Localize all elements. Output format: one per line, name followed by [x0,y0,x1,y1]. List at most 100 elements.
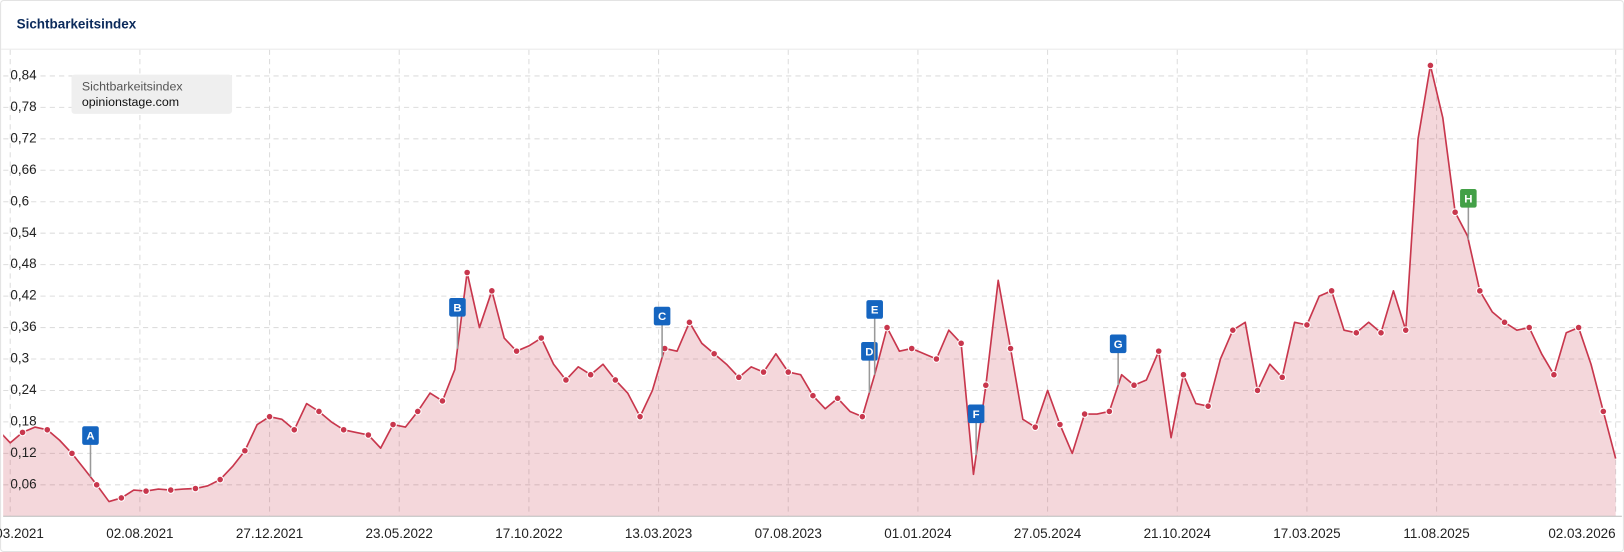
point [809,391,817,400]
x-tick-label: 27.05.2024 [1014,526,1082,541]
x-tick-label: 23.05.2022 [366,526,433,541]
annotation-marker [653,306,671,326]
point [1278,373,1287,382]
x-tick-label: 02.03.2026 [1548,526,1615,541]
y-tick-label: 0,48 [10,256,36,271]
x-tick-label: 11.08.2025 [1403,526,1469,541]
annotation-label: D [865,346,873,358]
point [1599,407,1608,416]
x-tick-label: 07.08.2023 [755,526,822,541]
point [216,475,224,484]
point [1130,381,1138,390]
y-tick-label: 0,42 [10,288,36,303]
point [191,484,200,493]
point [1475,287,1484,295]
y-tick-label: 0,84 [10,67,37,82]
point [1500,318,1509,327]
point [1451,208,1459,217]
point [735,373,743,382]
point [537,334,546,342]
x-tick-label: 02.08.2021 [106,526,173,541]
point [685,318,694,327]
y-tick-label: 0,36 [10,319,36,334]
x-tick-label: 01.01.2024 [884,526,952,541]
annotation-label: E [871,305,879,317]
foreground: 0,06 0,12 0,18 0,24 0,3 0,36 0,42 0,48 0,54 0,6 0,… [0,67,1622,541]
point [957,339,965,348]
x-tick-label: 13.03.2023 [625,526,692,541]
point [833,394,842,403]
point [488,287,496,295]
point [1006,344,1015,353]
point [1303,321,1311,329]
point [636,412,644,421]
point [1056,420,1064,429]
point [1179,370,1188,379]
x-tick-label: 17.03.2025 [1273,526,1340,541]
y-tick-label: 0,72 [10,130,36,145]
annotation-marker [967,404,985,424]
point [364,431,373,439]
y-tick-label: 0,06 [10,476,36,491]
x-tick-label: 17.10.2022 [495,526,562,541]
y-tick-label: 0,3 [10,351,29,366]
y-tick-label: 0,18 [10,413,36,428]
y-tick-label: 0,78 [10,99,36,114]
point [315,407,323,416]
x-tick-label: 21.10.2024 [1144,526,1212,541]
annotation-marker [449,297,466,317]
legend-entry: opinionstage.com [82,95,179,109]
chart-title: Sichtbarkeitsindex [17,16,137,31]
point [463,268,471,277]
point [586,370,595,379]
annotation-marker [861,341,878,361]
point [1080,410,1089,418]
point [1377,328,1385,337]
annotation-label: F [973,409,980,421]
point [166,486,175,494]
y-tick-label: 0,6 [10,193,29,208]
point [265,412,274,421]
point [1352,328,1361,337]
point [1105,407,1114,416]
annotation-marker [1460,188,1477,208]
y-tick-label: 0,54 [10,225,37,240]
point [142,487,150,495]
point [710,349,718,358]
point [117,494,126,502]
point [512,347,521,355]
annotation-label: B [453,302,461,314]
point [92,480,101,489]
point [68,449,76,458]
annotation-label: A [86,431,94,443]
point [784,368,793,376]
point [1401,326,1410,335]
annotation-label: G [1114,339,1123,351]
annotation-marker [1109,334,1127,354]
point [759,368,768,376]
point [413,407,422,416]
point [562,376,570,384]
point [932,355,941,363]
point [438,397,447,405]
point [883,323,891,332]
point [1031,423,1040,431]
legend-box [71,74,233,114]
x-tick-label: 08.03.2021 [0,526,44,541]
point [611,376,620,384]
point [1574,323,1583,332]
point [18,428,27,437]
point [1154,347,1163,355]
point [858,412,867,421]
point [1204,402,1212,411]
x-tick-label: 27.12.2021 [236,526,303,541]
point [339,425,348,434]
annotation-label: H [1464,193,1472,205]
point [1253,386,1262,395]
annotation-label: C [658,311,666,323]
point [389,420,397,429]
plot-area [3,49,1621,517]
y-tick-label: 0,66 [10,162,36,177]
